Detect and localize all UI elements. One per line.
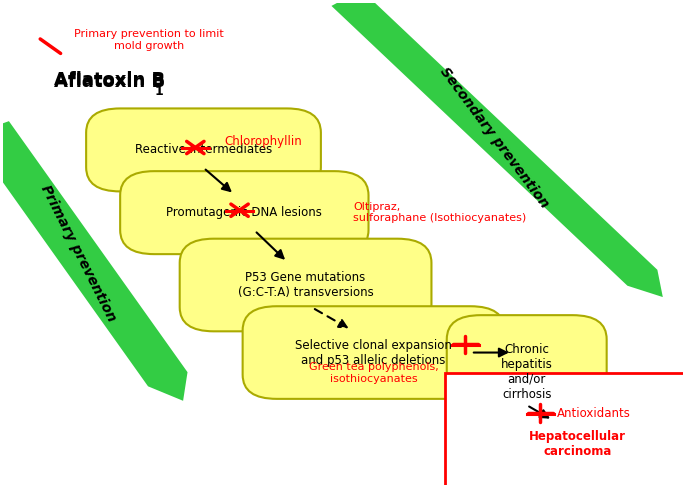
Text: Reactive intermediates: Reactive intermediates bbox=[135, 143, 272, 157]
Polygon shape bbox=[0, 121, 187, 401]
Text: Aflatoxin B: Aflatoxin B bbox=[54, 71, 165, 89]
FancyBboxPatch shape bbox=[447, 315, 606, 428]
Text: P53 Gene mutations
(G:C-T:A) transversions: P53 Gene mutations (G:C-T:A) transversio… bbox=[238, 271, 373, 299]
Text: Hepatocellular
carcinoma: Hepatocellular carcinoma bbox=[530, 430, 626, 458]
Text: Chronic
hepatitis
and/or
cirrhosis: Chronic hepatitis and/or cirrhosis bbox=[501, 343, 553, 401]
Text: Antioxidants: Antioxidants bbox=[557, 407, 631, 420]
Text: Selective clonal expansion
and p53 allelic deletions: Selective clonal expansion and p53 allel… bbox=[295, 339, 452, 366]
Text: 1: 1 bbox=[154, 84, 163, 98]
Text: Oltipraz,
sulforaphane (Isothiocyanates): Oltipraz, sulforaphane (Isothiocyanates) bbox=[353, 202, 526, 224]
Text: Primary prevention: Primary prevention bbox=[38, 183, 119, 325]
FancyBboxPatch shape bbox=[445, 373, 686, 488]
FancyBboxPatch shape bbox=[180, 239, 431, 331]
Text: Secondary prevention: Secondary prevention bbox=[437, 65, 552, 211]
Polygon shape bbox=[331, 0, 663, 297]
Text: Primary prevention to limit
mold growth: Primary prevention to limit mold growth bbox=[74, 29, 224, 51]
Text: Green tea polyphenols,
isothiocyanates: Green tea polyphenols, isothiocyanates bbox=[309, 362, 438, 384]
FancyBboxPatch shape bbox=[243, 306, 505, 399]
Text: Promutagenic DNA lesions: Promutagenic DNA lesions bbox=[167, 206, 322, 219]
FancyBboxPatch shape bbox=[120, 171, 368, 254]
Text: Aflatoxin B: Aflatoxin B bbox=[54, 73, 165, 91]
FancyBboxPatch shape bbox=[86, 108, 321, 191]
Text: Chlorophyllin: Chlorophyllin bbox=[224, 135, 302, 148]
